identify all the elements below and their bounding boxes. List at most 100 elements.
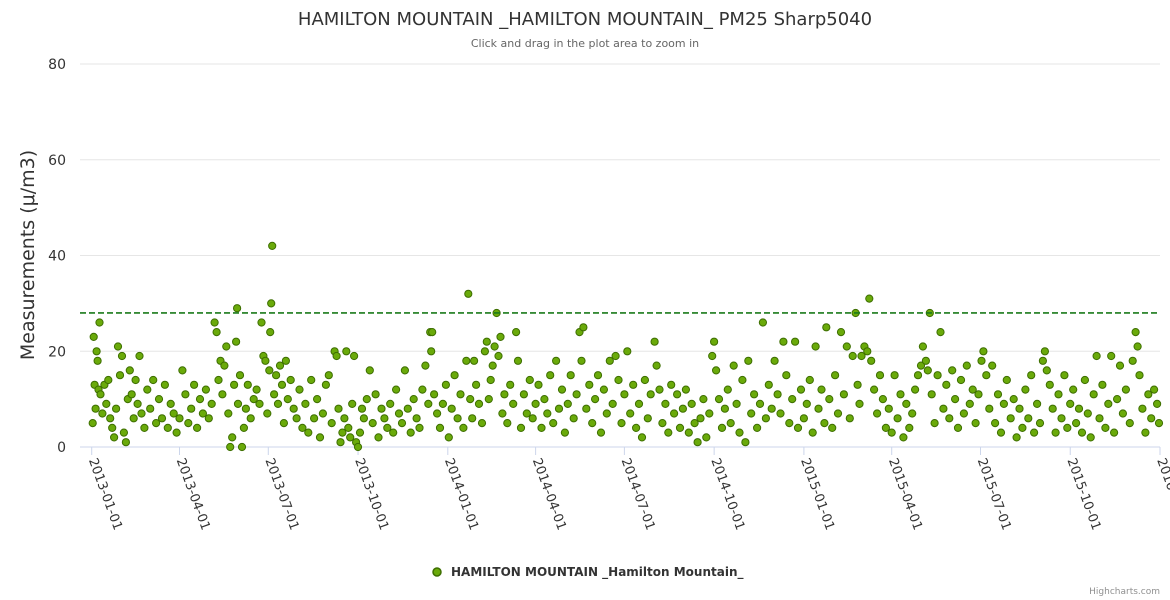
data-point[interactable] bbox=[845, 414, 854, 423]
data-point[interactable] bbox=[528, 414, 537, 423]
data-point[interactable] bbox=[371, 390, 380, 399]
data-point[interactable] bbox=[1054, 390, 1063, 399]
data-point[interactable] bbox=[281, 356, 290, 365]
data-point[interactable] bbox=[979, 347, 988, 356]
data-point[interactable] bbox=[646, 390, 655, 399]
data-point[interactable] bbox=[805, 375, 814, 385]
data-point[interactable] bbox=[1030, 428, 1039, 437]
data-point[interactable] bbox=[831, 371, 840, 380]
data-point[interactable] bbox=[226, 442, 235, 452]
data-point[interactable] bbox=[190, 380, 199, 389]
data-point[interactable] bbox=[98, 409, 107, 418]
data-point[interactable] bbox=[350, 351, 359, 361]
data-point[interactable] bbox=[143, 385, 152, 394]
data-point[interactable] bbox=[472, 380, 481, 389]
data-point[interactable] bbox=[1045, 380, 1054, 389]
data-point[interactable] bbox=[767, 404, 776, 413]
data-point[interactable] bbox=[509, 399, 518, 408]
data-point[interactable] bbox=[464, 289, 473, 298]
data-point[interactable] bbox=[717, 423, 727, 432]
data-point[interactable] bbox=[270, 390, 279, 399]
data-point[interactable] bbox=[1131, 328, 1140, 337]
data-point[interactable] bbox=[896, 390, 905, 399]
data-point[interactable] bbox=[224, 409, 233, 418]
data-point[interactable] bbox=[301, 399, 310, 408]
data-point[interactable] bbox=[1113, 395, 1122, 404]
data-point[interactable] bbox=[1033, 399, 1042, 408]
data-point[interactable] bbox=[626, 409, 635, 418]
data-point[interactable] bbox=[1133, 342, 1142, 351]
data-point[interactable] bbox=[971, 419, 980, 428]
data-point[interactable] bbox=[522, 409, 531, 418]
data-point[interactable] bbox=[911, 385, 920, 394]
data-point[interactable] bbox=[1115, 361, 1125, 370]
data-point[interactable] bbox=[596, 428, 606, 437]
data-point[interactable] bbox=[693, 438, 702, 447]
data-point[interactable] bbox=[146, 404, 155, 413]
data-point[interactable] bbox=[447, 404, 456, 413]
data-point[interactable] bbox=[377, 404, 386, 413]
data-point[interactable] bbox=[1144, 390, 1153, 399]
data-point[interactable] bbox=[187, 404, 196, 413]
data-point[interactable] bbox=[855, 399, 864, 408]
data-point[interactable] bbox=[383, 423, 392, 432]
data-point[interactable] bbox=[991, 419, 1000, 428]
data-point[interactable] bbox=[1138, 404, 1147, 413]
data-point[interactable] bbox=[867, 356, 876, 365]
data-point[interactable] bbox=[412, 414, 421, 423]
data-point[interactable] bbox=[708, 351, 717, 361]
data-point[interactable] bbox=[614, 375, 623, 385]
data-point[interactable] bbox=[468, 414, 477, 423]
data-point[interactable] bbox=[1128, 356, 1137, 365]
data-point[interactable] bbox=[198, 409, 207, 418]
data-point[interactable] bbox=[939, 404, 948, 413]
data-point[interactable] bbox=[531, 399, 540, 408]
data-point[interactable] bbox=[788, 395, 797, 404]
data-point[interactable] bbox=[1092, 351, 1101, 361]
data-point[interactable] bbox=[119, 428, 129, 437]
data-point[interactable] bbox=[902, 399, 911, 408]
data-point[interactable] bbox=[591, 395, 600, 404]
data-point[interactable] bbox=[498, 409, 507, 418]
data-point[interactable] bbox=[261, 356, 270, 365]
data-point[interactable] bbox=[277, 380, 287, 389]
data-point[interactable] bbox=[409, 395, 418, 404]
data-point[interactable] bbox=[833, 409, 843, 418]
data-point[interactable] bbox=[962, 361, 971, 370]
data-point[interactable] bbox=[95, 318, 104, 327]
data-point[interactable] bbox=[279, 419, 288, 428]
data-point[interactable] bbox=[275, 361, 285, 370]
data-point[interactable] bbox=[913, 371, 923, 380]
data-point[interactable] bbox=[640, 375, 650, 385]
data-point[interactable] bbox=[1135, 371, 1144, 380]
data-point[interactable] bbox=[956, 375, 966, 385]
data-point[interactable] bbox=[525, 375, 534, 385]
data-point[interactable] bbox=[466, 395, 475, 404]
data-point[interactable] bbox=[634, 399, 644, 408]
data-point[interactable] bbox=[546, 371, 555, 380]
data-point[interactable] bbox=[1089, 390, 1098, 399]
data-point[interactable] bbox=[658, 419, 667, 428]
data-point[interactable] bbox=[770, 356, 779, 365]
data-point[interactable] bbox=[820, 419, 829, 428]
data-point[interactable] bbox=[1101, 423, 1110, 432]
data-point[interactable] bbox=[102, 399, 111, 408]
data-point[interactable] bbox=[945, 414, 954, 423]
data-point[interactable] bbox=[755, 399, 765, 408]
data-point[interactable] bbox=[1057, 414, 1066, 423]
data-point[interactable] bbox=[753, 423, 762, 432]
data-point[interactable] bbox=[315, 433, 325, 442]
data-point[interactable] bbox=[738, 375, 747, 385]
data-point[interactable] bbox=[1035, 419, 1045, 428]
data-point[interactable] bbox=[543, 409, 552, 418]
data-point[interactable] bbox=[808, 428, 817, 437]
data-point[interactable] bbox=[249, 395, 258, 404]
data-point[interactable] bbox=[88, 419, 97, 428]
data-point[interactable] bbox=[108, 423, 117, 432]
data-point[interactable] bbox=[241, 404, 250, 413]
data-point[interactable] bbox=[488, 361, 497, 370]
data-point[interactable] bbox=[643, 414, 652, 423]
data-point[interactable] bbox=[673, 390, 682, 399]
data-point[interactable] bbox=[172, 428, 181, 437]
data-point[interactable] bbox=[496, 332, 505, 341]
